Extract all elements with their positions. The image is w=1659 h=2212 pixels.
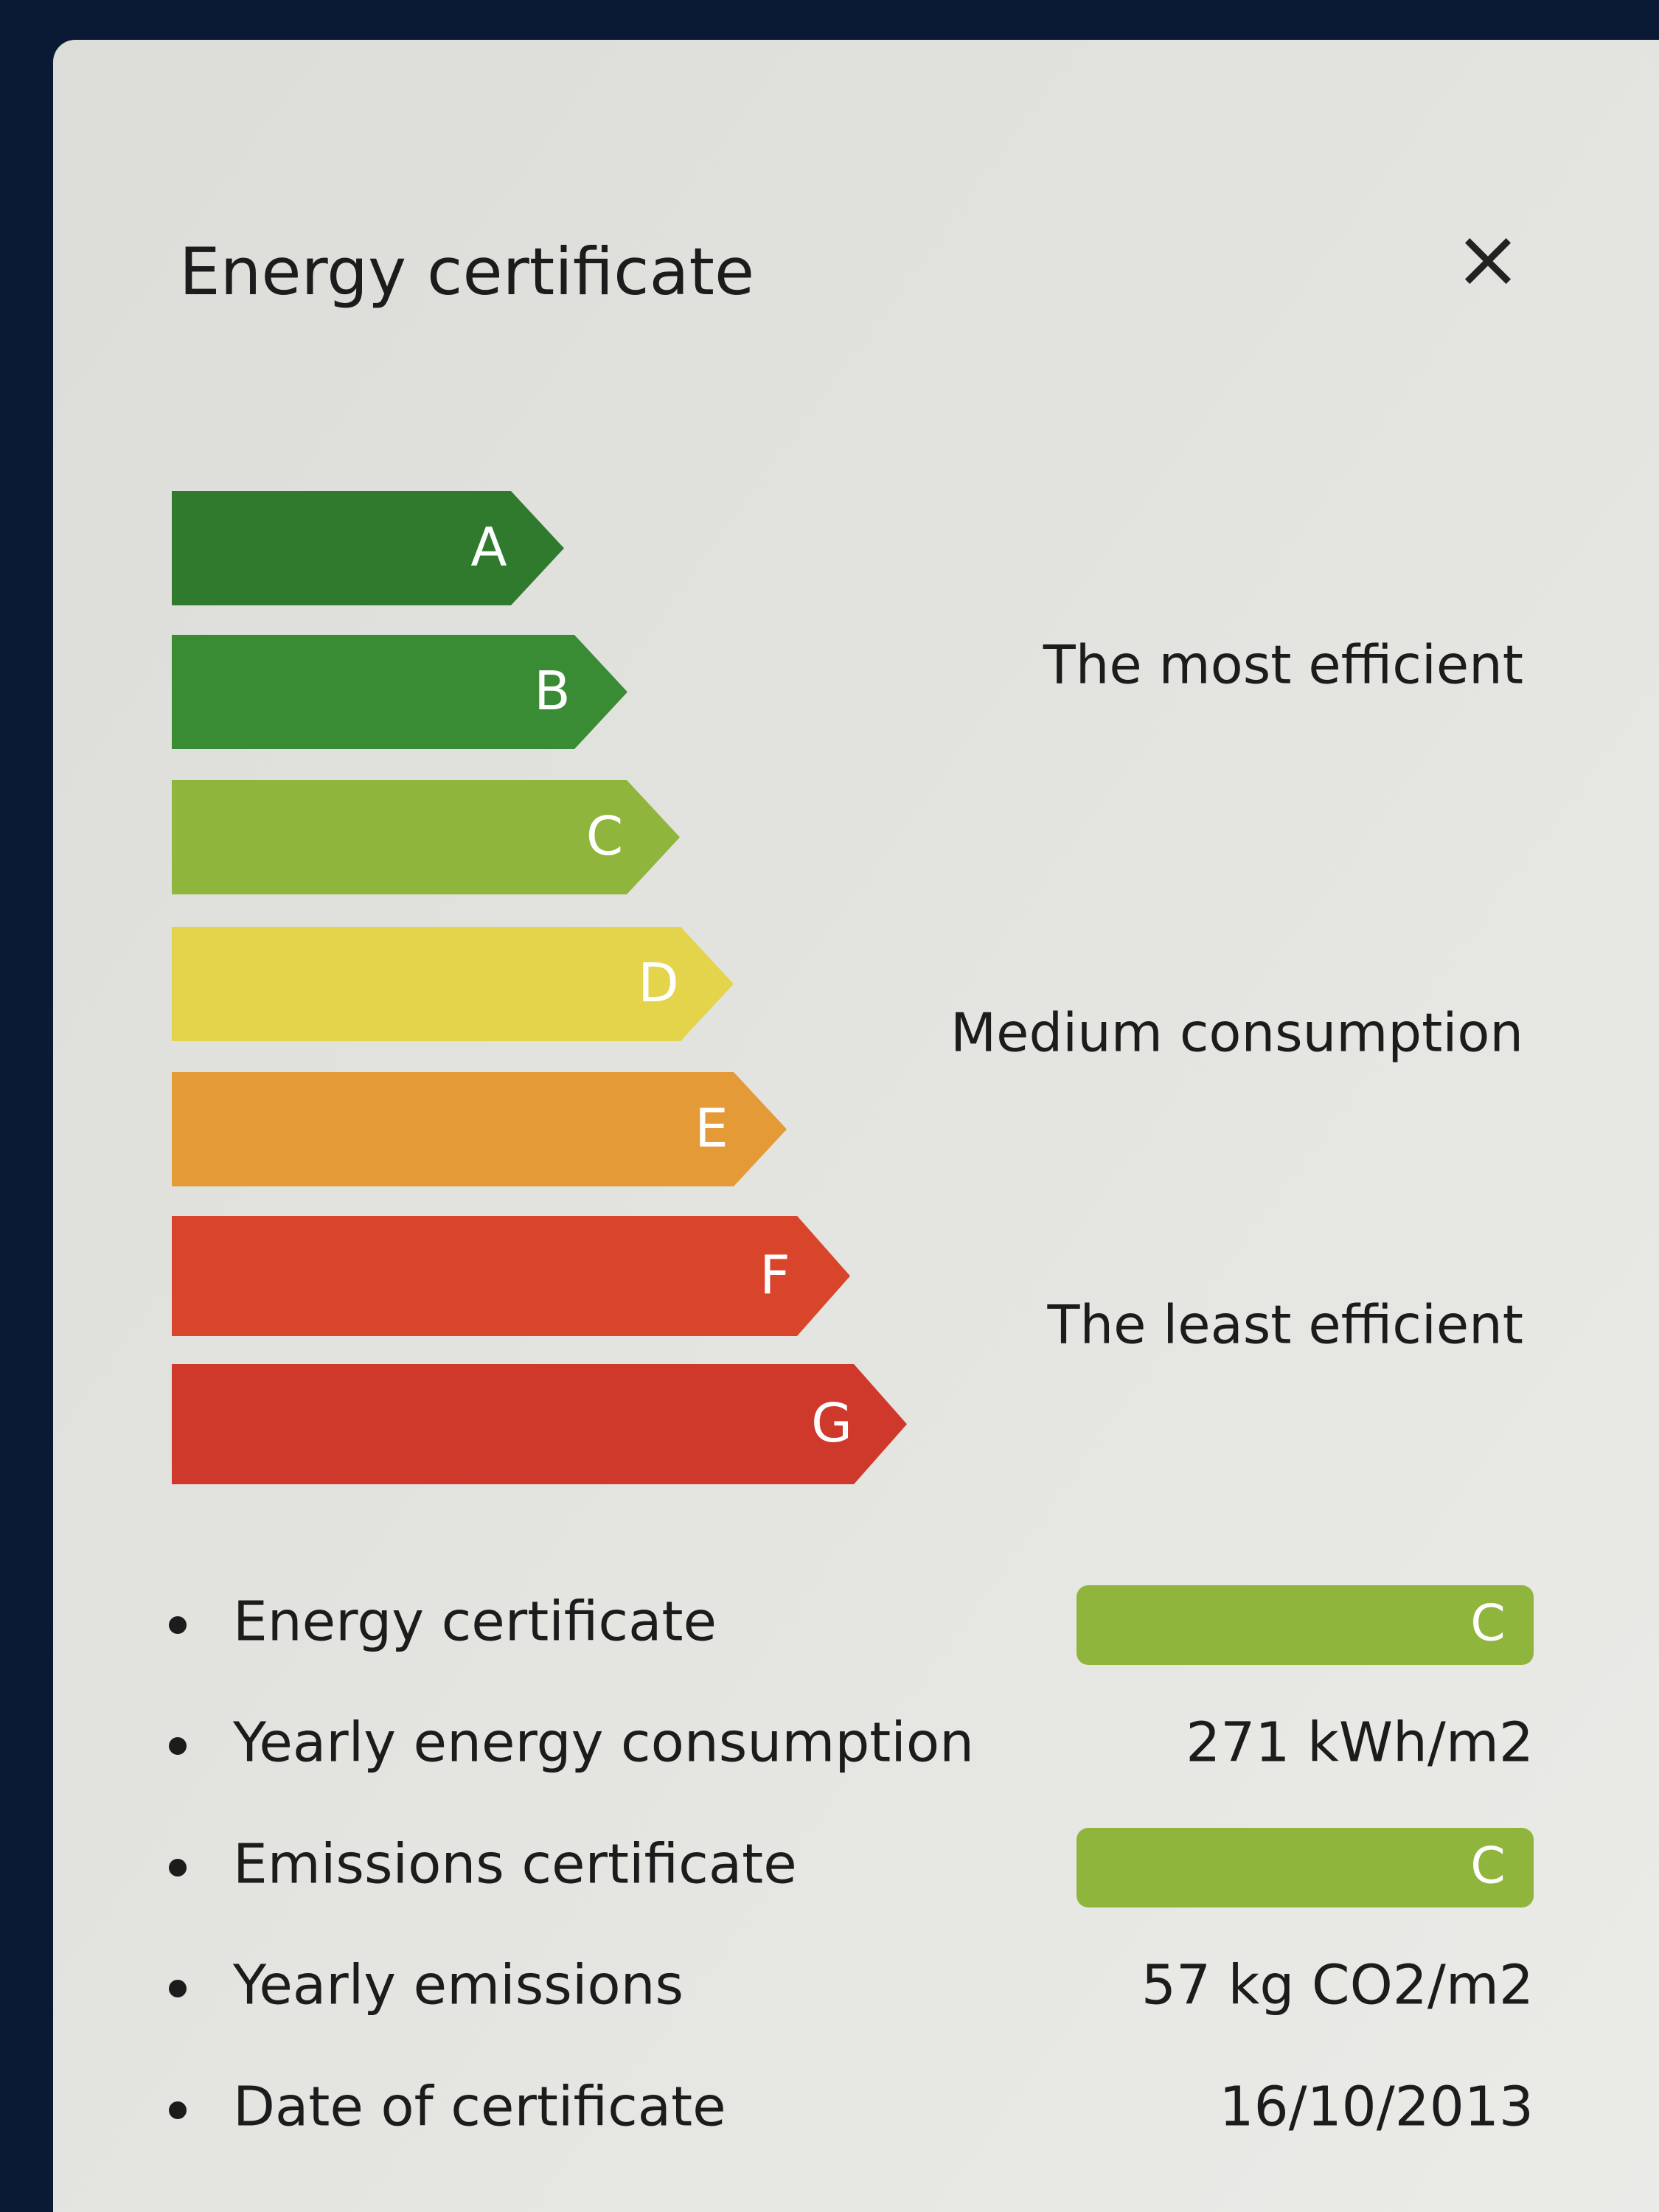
scale-description: The most efficient bbox=[1043, 634, 1523, 696]
energy-band bbox=[172, 635, 627, 749]
energy-band bbox=[172, 927, 734, 1041]
scale-description: The least efficient bbox=[1046, 1294, 1523, 1356]
detail-label: Date of certificate bbox=[233, 2076, 726, 2139]
bullet bbox=[169, 2101, 187, 2119]
energy-band-label: F bbox=[759, 1244, 790, 1306]
detail-label: Yearly energy consumption bbox=[232, 1711, 974, 1775]
scale-description: Medium consumption bbox=[950, 1002, 1523, 1064]
detail-label: Energy certificate bbox=[233, 1590, 717, 1654]
rating-badge bbox=[1077, 1828, 1534, 1907]
detail-value: 271 kWh/m2 bbox=[1186, 1711, 1534, 1775]
modal-title: Energy certificate bbox=[179, 234, 754, 310]
detail-label: Emissions certificate bbox=[233, 1833, 797, 1896]
bullet bbox=[169, 1980, 187, 1997]
energy-band-label: D bbox=[638, 952, 678, 1014]
detail-value: 57 kg CO2/m2 bbox=[1141, 1954, 1534, 2017]
energy-band bbox=[172, 1364, 907, 1484]
energy-band-label: G bbox=[811, 1392, 852, 1454]
energy-band bbox=[172, 491, 564, 605]
energy-band bbox=[172, 780, 680, 894]
rating-badge-label: C bbox=[1470, 1837, 1505, 1896]
energy-band-label: C bbox=[586, 805, 623, 867]
bullet bbox=[169, 1859, 187, 1877]
close-button[interactable]: × bbox=[1454, 211, 1522, 305]
rating-badge bbox=[1077, 1585, 1534, 1665]
energy-band-label: A bbox=[470, 516, 507, 578]
energy-band-label: B bbox=[534, 660, 570, 722]
energy-band bbox=[172, 1216, 850, 1336]
energy-band bbox=[172, 1072, 787, 1186]
bullet bbox=[169, 1616, 187, 1634]
bullet bbox=[169, 1737, 187, 1755]
rating-badge-label: C bbox=[1470, 1595, 1505, 1653]
detail-value: 16/10/2013 bbox=[1219, 2076, 1534, 2139]
detail-label: Yearly emissions bbox=[232, 1954, 684, 2017]
energy-band-label: E bbox=[695, 1097, 728, 1159]
